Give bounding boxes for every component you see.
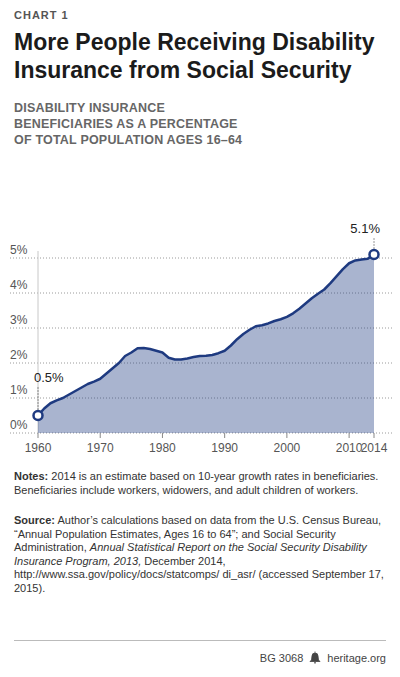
footer: BG 3068 heritage.org — [260, 651, 386, 664]
source-label: Source: — [14, 514, 55, 526]
annotation-label: 5.1% — [350, 221, 380, 236]
annotation-dot — [370, 250, 379, 259]
kicker: CHART 1 — [14, 9, 69, 21]
y-tick-label: 4% — [10, 278, 28, 292]
plot-area — [38, 255, 374, 434]
x-tick — [38, 433, 39, 438]
title: More People Receiving Disability Insuran… — [14, 28, 386, 84]
notes: Notes: 2014 is an estimate based on 10-y… — [14, 470, 386, 497]
x-tick — [224, 433, 225, 438]
x-tick — [100, 433, 101, 438]
y-tick-label: 2% — [10, 348, 28, 362]
y-tick-label: 3% — [10, 313, 28, 327]
annotation-leader — [374, 237, 375, 249]
chart: 0% 1% 2% 3% 4% 5% 1960 1970 1980 1990 2000 20102014… — [0, 160, 400, 470]
annotation-leader — [38, 386, 39, 410]
x-tick — [374, 433, 375, 438]
annotation-dot — [34, 411, 43, 420]
x-tick-label: 1970 — [87, 441, 114, 455]
y-tick-label: 5% — [10, 243, 28, 257]
x-tick-label: 2014 — [361, 441, 388, 455]
footer-site: heritage.org — [327, 652, 386, 664]
footer-id: BG 3068 — [260, 652, 303, 664]
annotation-label: 0.5% — [34, 370, 64, 385]
footer-rule — [14, 640, 386, 641]
x-tick — [162, 433, 163, 438]
notes-label: Notes: — [14, 470, 48, 482]
x-tick-label: 2010 — [336, 441, 363, 455]
x-tick-label: 2000 — [274, 441, 301, 455]
y-axis-line — [38, 251, 39, 433]
source: Source: Author’s calculations based on d… — [14, 514, 386, 595]
grid-line — [10, 258, 392, 259]
line — [38, 255, 374, 416]
x-tick-label: 1980 — [149, 441, 176, 455]
x-tick — [349, 433, 350, 438]
x-tick-label: 1960 — [25, 441, 52, 455]
y-tick-label: 0% — [10, 418, 28, 432]
x-tick-label: 1990 — [211, 441, 238, 455]
subtitle: DISABILITY INSURANCE BENEFICIARIES AS A … — [14, 100, 259, 148]
x-tick — [286, 433, 287, 438]
y-tick-label: 1% — [10, 383, 28, 397]
area — [38, 255, 374, 434]
notes-text: 2014 is an estimate based on 10-year gro… — [14, 470, 378, 496]
bell-icon — [309, 651, 321, 664]
